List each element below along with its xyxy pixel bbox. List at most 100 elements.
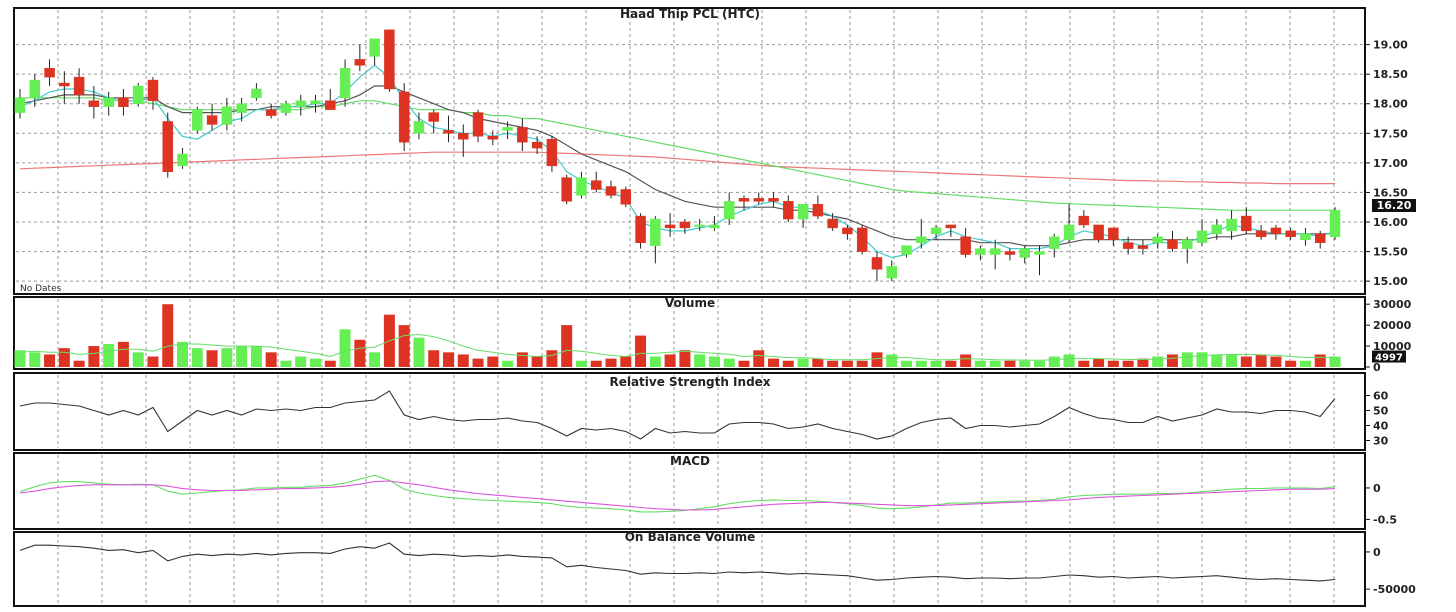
candle	[59, 82, 70, 87]
volume-bar	[945, 360, 957, 367]
candle	[1285, 230, 1296, 238]
volume-panel-title: Volume	[665, 296, 715, 310]
y-tick-label: 0	[1373, 482, 1381, 495]
candle	[325, 100, 336, 110]
y-tick-label: 18.50	[1373, 68, 1408, 81]
volume-bar	[29, 352, 41, 367]
candle	[132, 85, 144, 104]
candle	[1108, 227, 1119, 240]
volume-bar	[901, 360, 913, 367]
price-panel-title: Haad Thip PCL (HTC)	[620, 7, 760, 21]
volume-bar	[708, 356, 720, 367]
volume-bar	[310, 358, 322, 367]
candle	[88, 100, 100, 107]
volume-bar	[88, 346, 100, 367]
volume-bar	[221, 348, 233, 367]
candle	[1152, 236, 1163, 243]
candle	[354, 59, 366, 66]
candle	[1034, 251, 1045, 255]
candle	[694, 224, 705, 227]
volume-bar	[768, 358, 780, 367]
candle	[827, 218, 838, 229]
candle	[487, 136, 499, 140]
last-price-label: 16.20	[1377, 199, 1412, 212]
candle	[842, 227, 853, 235]
candle	[1300, 233, 1311, 240]
candle	[1211, 224, 1223, 235]
candle	[768, 198, 779, 202]
candle	[103, 97, 114, 107]
candle	[886, 266, 897, 279]
candle	[236, 103, 247, 113]
candle	[1255, 230, 1267, 238]
candle	[930, 227, 942, 235]
candle	[738, 198, 750, 202]
volume-bar	[738, 360, 750, 367]
y-tick-label: 30000	[1373, 298, 1412, 311]
candle	[295, 100, 306, 107]
volume-bar	[812, 358, 824, 367]
candle	[251, 88, 262, 99]
volume-bar	[1033, 360, 1045, 367]
y-tick-label: 17.50	[1373, 127, 1408, 140]
candle	[1226, 218, 1237, 232]
rsi-panel-title: Relative Strength Index	[609, 375, 770, 389]
ma-line-long	[19, 151, 1335, 185]
obv-panel-frame	[13, 531, 1366, 607]
volume-bar	[871, 352, 883, 367]
volume-bar	[915, 360, 927, 367]
candle	[221, 106, 233, 125]
macd-line-0	[19, 474, 1336, 513]
y-tick-label: 10000	[1373, 340, 1412, 353]
candle	[561, 177, 572, 202]
volume-bar	[723, 358, 735, 367]
volume-bar	[147, 356, 159, 367]
candle	[398, 91, 410, 143]
candle	[989, 248, 1001, 255]
volume-bar	[753, 350, 765, 367]
volume-bar	[1329, 356, 1341, 367]
candle	[650, 218, 661, 246]
volume-bar	[649, 356, 661, 367]
candle	[975, 248, 986, 255]
candle	[443, 130, 454, 134]
y-tick-label: -0.5	[1373, 513, 1397, 526]
rsi-panel-frame	[13, 372, 1366, 451]
volume-bar	[132, 352, 144, 367]
volume-bar	[206, 350, 218, 367]
volume-bar	[1299, 360, 1311, 367]
candle	[206, 115, 218, 125]
volume-bar	[1314, 354, 1326, 367]
candle	[1196, 230, 1208, 243]
volume-bar	[339, 329, 351, 367]
y-tick-label: 60	[1373, 390, 1389, 403]
candle	[753, 198, 765, 202]
volume-bar	[1240, 356, 1252, 367]
y-tick-label: 17.00	[1373, 157, 1408, 170]
volume-bar	[354, 339, 366, 367]
obv-line	[19, 542, 1336, 582]
volume-bar	[561, 325, 573, 367]
rsi-line	[19, 390, 1336, 440]
y-tick-label: 50	[1373, 405, 1389, 418]
volume-bar	[664, 354, 676, 367]
volume-bar	[1078, 360, 1090, 367]
volume-bar	[679, 350, 691, 367]
last-price-box	[1372, 199, 1416, 212]
candle	[960, 236, 971, 255]
volume-bar	[797, 358, 809, 367]
candle	[531, 141, 543, 149]
volume-bar	[162, 304, 174, 367]
candle	[1063, 224, 1075, 240]
candle	[502, 127, 513, 131]
candle	[1329, 209, 1341, 238]
volume-bar	[280, 360, 292, 367]
volume-bar	[472, 358, 484, 367]
volume-bar	[177, 341, 189, 367]
candle	[576, 177, 587, 196]
volume-bar	[856, 360, 868, 367]
y-tick-label: 19.00	[1373, 39, 1408, 52]
volume-bar	[1152, 356, 1164, 367]
volume-bar	[546, 350, 558, 367]
